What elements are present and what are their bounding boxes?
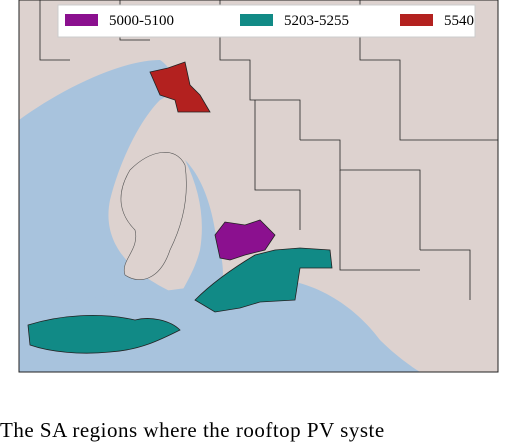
region-5540 [149, 61, 211, 113]
region-5203-5255 [194, 247, 333, 313]
boundaries [39, 0, 498, 300]
region-5203-5255 [27, 315, 181, 354]
legend-label: 5540 [444, 13, 474, 29]
legend-swatch [240, 14, 273, 26]
region-5000-5100 [214, 219, 276, 261]
land [120, 151, 187, 280]
legend-label: 5203-5255 [284, 13, 349, 29]
legend-swatch [400, 14, 433, 26]
map [19, 0, 498, 372]
caption: The SA regions where the rooftop PV syst… [0, 418, 385, 442]
sea [19, 60, 210, 330]
map-frame [18, 0, 499, 373]
legend-swatch [65, 14, 98, 26]
legend-label: 5000-5100 [109, 13, 174, 29]
map-figure: 5000-5100 5203-5255 5540 [18, 0, 499, 373]
sea [180, 160, 223, 300]
